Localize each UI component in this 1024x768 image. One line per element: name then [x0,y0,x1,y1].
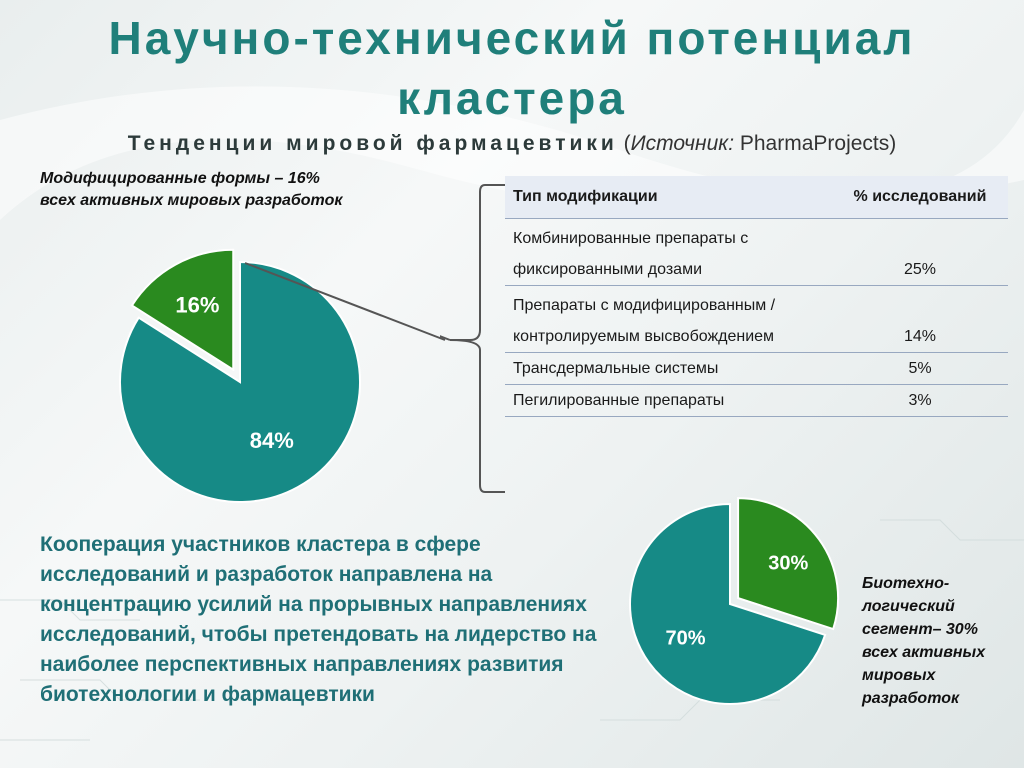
pie-slice-70 [629,502,827,705]
pie-slice-16 [130,248,235,372]
table-header-row: Тип модификации % исследований [505,176,1008,219]
table-cell-percent: 3% [832,384,1008,417]
pie-slice-84 [119,260,361,503]
table-cell-type: Трансдермальные системы [505,352,832,385]
table-cell-percent: 5% [832,352,1008,385]
table-cell-type: Препараты с модифицированным / контролир… [505,285,832,353]
pie2-caption: Биотехно-логический сегмент– 30% всех ак… [862,575,986,707]
table-cell-percent: 25% [832,218,1008,286]
pie-data-label: 70% [665,627,705,649]
connector-line [244,262,446,341]
pie-data-label: 30% [768,553,808,575]
table-row: Трансдермальные системы 5% [505,352,1008,385]
subtitle-heading: Тенденции мировой фармацевтики [127,132,618,155]
pie-data-label: 16% [175,293,219,318]
modifications-table: Тип модификации % исследований Комбиниро… [505,176,1008,417]
table-cell-type: Пегилированные препараты [505,384,832,417]
source-name: PharmaProjects) [739,132,897,155]
page-title: Научно-технический потенциал кластера [108,12,916,124]
pie-slice-30 [737,497,840,631]
table-cell-type: Комбинированные препараты с фиксированны… [505,218,832,286]
pie1-caption: Модифицированные формы – 16% всех активн… [40,170,343,209]
subtitle: Тенденции мировой фармацевтики (Источник… [0,132,1024,156]
source-label: Источник: [630,132,735,155]
table-row: Препараты с модифицированным / контролир… [505,285,1008,353]
pie-chart-biotech: 30% 70% [629,497,840,705]
pie-chart-modified-forms: 16% 84% [119,248,361,503]
subtitle-paren: ( [623,132,631,155]
table-cell-percent: 14% [832,285,1008,353]
column-header-type: Тип модификации [505,176,832,219]
table-row: Пегилированные препараты 3% [505,384,1008,417]
bracket-connector [440,184,505,493]
column-header-percent: % исследований [832,176,1008,219]
cooperation-text: Кооперация участников кластера в сфере и… [40,533,597,706]
pie-data-label: 84% [250,428,294,453]
table-row: Комбинированные препараты с фиксированны… [505,218,1008,286]
